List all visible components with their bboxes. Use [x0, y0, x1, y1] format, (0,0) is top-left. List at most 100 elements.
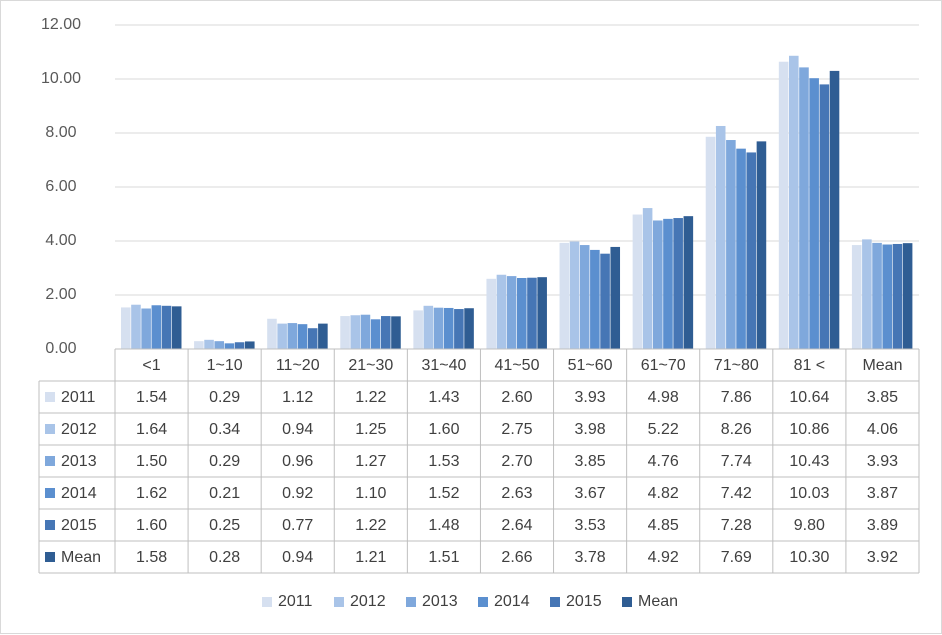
- table-cell-value: 0.28: [209, 549, 240, 566]
- bar-2015-6: [600, 253, 610, 349]
- bar-2011-5: [486, 278, 497, 349]
- table-cell-value: 0.34: [209, 421, 240, 438]
- table-cell-value: 4.98: [648, 389, 679, 406]
- table-cell-value: 4.06: [867, 421, 898, 438]
- table-cell-value: 3.93: [867, 453, 898, 470]
- bar-2015-9: [819, 84, 830, 350]
- table-cell-value: 0.92: [282, 485, 313, 502]
- x-category-label: 81 <: [794, 357, 826, 374]
- bar-mean-2: [318, 323, 328, 349]
- table-series-name: 2014: [61, 485, 97, 502]
- table-series-name: 2012: [61, 421, 97, 438]
- table-cell-value: 7.42: [721, 485, 752, 502]
- bar-2014-4: [443, 307, 454, 349]
- table-cell-value: 0.94: [282, 549, 313, 566]
- table-cell-value: 1.51: [428, 549, 459, 566]
- bar-2014-1: [224, 343, 235, 349]
- bar-mean-0: [171, 306, 182, 349]
- bar-2011-8: [705, 136, 716, 349]
- table-cell-value: 1.60: [136, 517, 167, 534]
- legend-label: 2012: [350, 593, 386, 610]
- legend-label: 2014: [494, 593, 530, 610]
- table-series-name: Mean: [61, 549, 101, 566]
- legend-key: [478, 597, 488, 607]
- x-category-label: 1~10: [207, 357, 243, 374]
- bar-2015-1: [234, 342, 245, 349]
- bar-2012-7: [642, 208, 653, 349]
- bar-2013-9: [799, 67, 809, 349]
- bar-2014-6: [590, 249, 600, 349]
- table-cell-value: 1.50: [136, 453, 167, 470]
- table-cell-value: 1.27: [355, 453, 386, 470]
- y-tick-label: 8.00: [45, 124, 76, 141]
- table-cell-value: 7.74: [721, 453, 752, 470]
- legend-key: [406, 597, 416, 607]
- table-cell-value: 1.60: [428, 421, 459, 438]
- table-cell-value: 1.12: [282, 389, 313, 406]
- legend-label: 2015: [566, 593, 602, 610]
- x-category-label: 61~70: [641, 357, 686, 374]
- table-cell-value: 3.98: [575, 421, 606, 438]
- table-cell-value: 9.80: [794, 517, 825, 534]
- y-tick-label: 10.00: [41, 70, 81, 87]
- bar-2015-4: [454, 309, 464, 349]
- bar-2014-7: [663, 218, 673, 349]
- table-cell-value: 1.64: [136, 421, 167, 438]
- table-cell-value: 10.30: [789, 549, 829, 566]
- table-cell-value: 7.28: [721, 517, 752, 534]
- x-category-label: 41~50: [495, 357, 540, 374]
- bar-mean-4: [464, 308, 474, 349]
- x-category-label: 71~80: [714, 357, 759, 374]
- x-category-label: 31~40: [421, 357, 466, 374]
- bar-2015-10: [892, 243, 903, 349]
- bar-2011-7: [632, 214, 643, 349]
- bar-2012-5: [496, 274, 507, 349]
- table-cell-value: 1.48: [428, 517, 459, 534]
- bar-2014-2: [297, 324, 308, 349]
- table-cell-value: 3.53: [575, 517, 606, 534]
- table-cell-value: 2.75: [501, 421, 532, 438]
- bar-2015-3: [381, 316, 391, 349]
- x-category-label: 51~60: [568, 357, 613, 374]
- bar-2011-10: [851, 245, 862, 349]
- table-cell-value: 7.86: [721, 389, 752, 406]
- table-cell-value: 2.60: [501, 389, 532, 406]
- bar-2011-3: [340, 316, 350, 349]
- table-cell-value: 1.22: [355, 517, 386, 534]
- bar-2011-2: [267, 318, 277, 349]
- bar-2013-5: [506, 276, 517, 349]
- bar-mean-7: [683, 216, 694, 349]
- table-cell-value: 1.25: [355, 421, 386, 438]
- table-series-name: 2013: [61, 453, 97, 470]
- bar-2013-2: [287, 323, 298, 349]
- x-category-label: 11~20: [276, 357, 320, 374]
- bar-2011-1: [194, 341, 204, 349]
- table-cell-value: 5.22: [648, 421, 679, 438]
- bar-mean-6: [610, 246, 621, 349]
- table-cell-value: 3.89: [867, 517, 898, 534]
- table-cell-value: 1.58: [136, 549, 167, 566]
- table-cell-value: 4.92: [648, 549, 679, 566]
- bar-2012-9: [789, 55, 799, 349]
- table-legend-key: [45, 424, 55, 434]
- bar-2013-1: [214, 341, 225, 349]
- bar-2015-5: [527, 277, 537, 349]
- y-tick-label: 4.00: [45, 232, 76, 249]
- table-series-name: 2015: [61, 517, 97, 534]
- x-category-label: 21~30: [348, 357, 393, 374]
- bar-2013-0: [141, 308, 151, 349]
- table-cell-value: 0.94: [282, 421, 313, 438]
- table-cell-value: 1.21: [355, 549, 386, 566]
- table-legend-key: [45, 392, 55, 402]
- y-tick-label: 2.00: [45, 286, 76, 303]
- table-cell-value: 4.76: [648, 453, 679, 470]
- table-cell-value: 7.69: [721, 549, 752, 566]
- legend-key: [262, 597, 272, 607]
- table-cell-value: 3.67: [575, 485, 606, 502]
- bar-2014-5: [517, 277, 527, 349]
- table-legend-key: [45, 552, 55, 562]
- bar-2014-0: [151, 305, 162, 349]
- bar-2013-4: [433, 307, 444, 349]
- table-cell-value: 4.82: [648, 485, 679, 502]
